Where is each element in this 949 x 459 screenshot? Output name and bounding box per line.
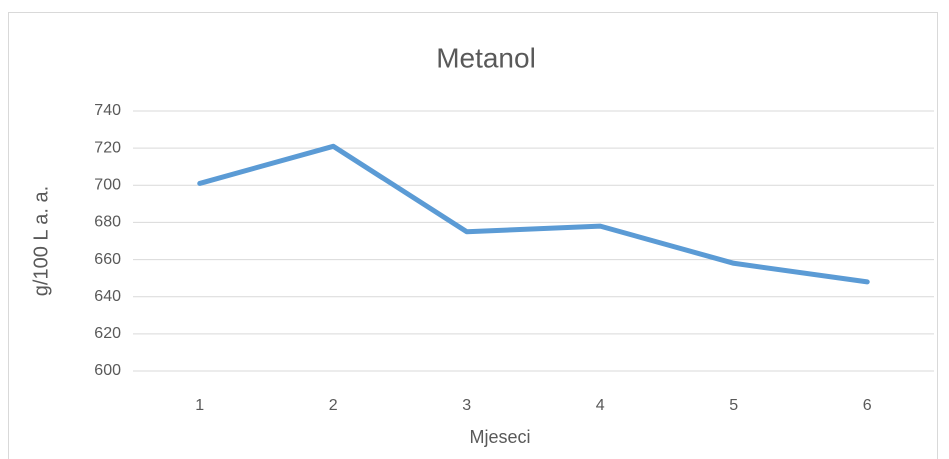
y-tick-label: 740	[94, 102, 121, 119]
x-tick-label: 1	[195, 397, 204, 414]
x-tick-label: 2	[329, 397, 338, 414]
y-tick-label: 620	[94, 325, 121, 342]
x-tick-label: 3	[462, 397, 471, 414]
x-tick-label: 6	[863, 397, 872, 414]
x-axis-label: Mjeseci	[469, 427, 530, 447]
chart-frame	[8, 12, 938, 459]
y-tick-label: 700	[94, 177, 121, 194]
data-line	[197, 143, 870, 285]
y-axis-label: g/100 L a. a.	[30, 186, 52, 296]
y-tick-label: 680	[94, 214, 121, 231]
y-tick-label: 640	[94, 288, 121, 305]
x-tick-label: 4	[596, 397, 605, 414]
y-tick-label: 660	[94, 251, 121, 268]
x-tick-label: 5	[729, 397, 738, 414]
y-tick-label: 720	[94, 139, 121, 156]
y-tick-label: 600	[94, 362, 121, 379]
chart-title: Metanol	[436, 42, 536, 73]
